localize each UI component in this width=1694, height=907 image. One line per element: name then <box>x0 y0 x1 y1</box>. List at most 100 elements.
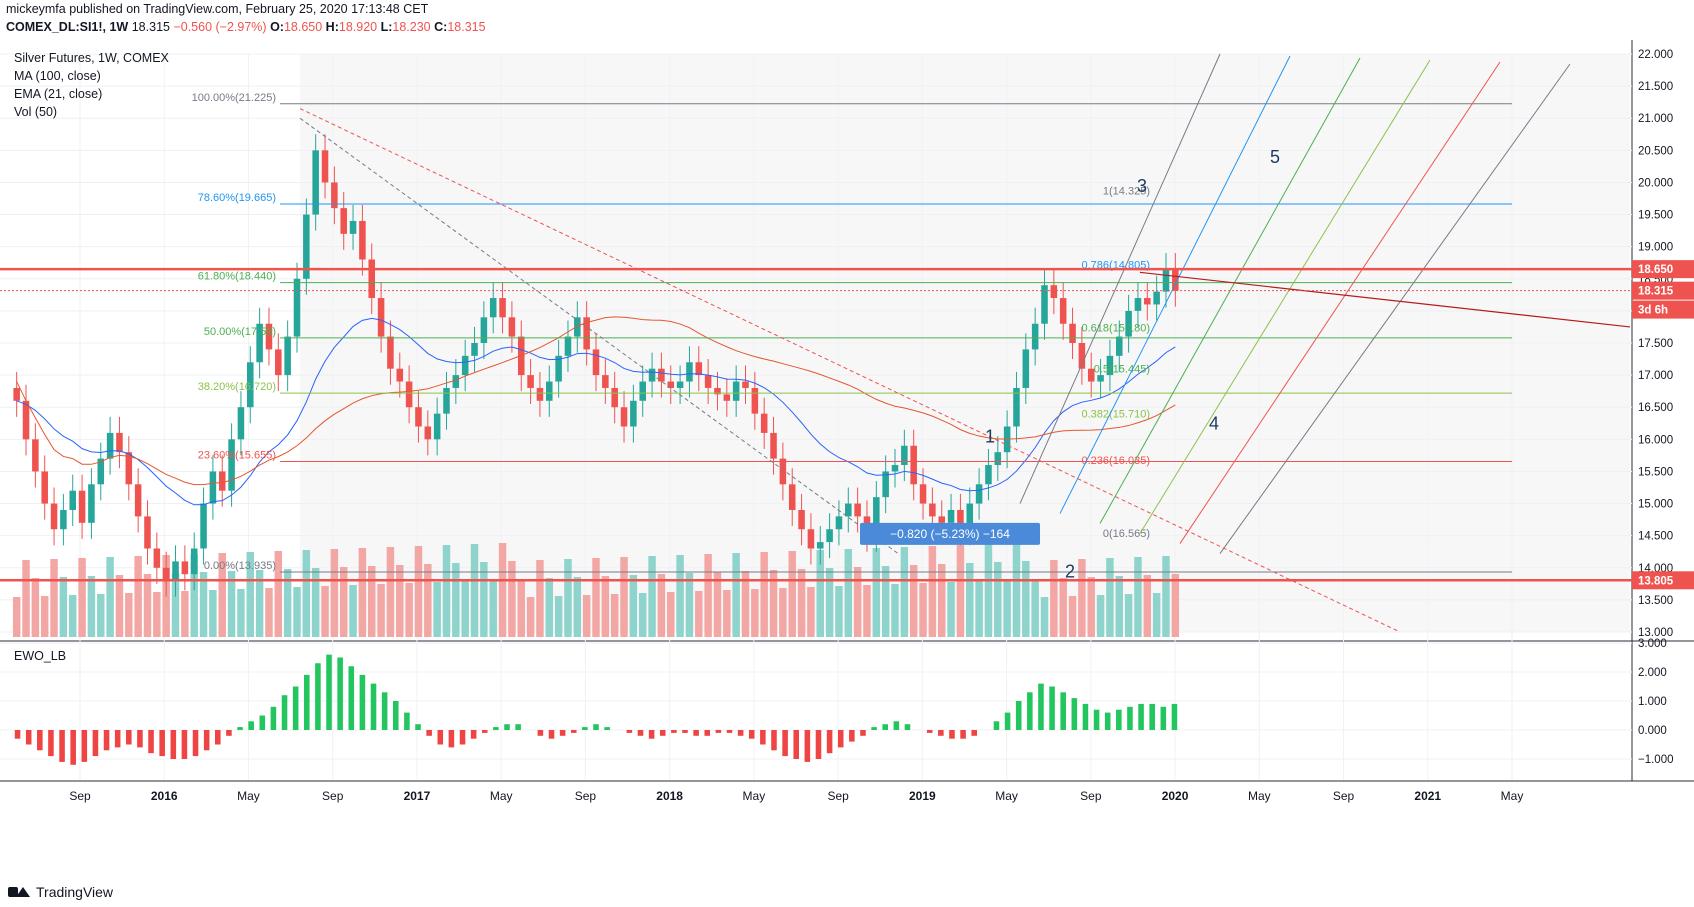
candle-body <box>751 387 759 414</box>
candle-body <box>368 259 376 299</box>
candle-body <box>994 452 1002 466</box>
volume-bar <box>498 543 507 637</box>
candle-body <box>312 150 319 215</box>
volume-bars <box>12 543 1180 637</box>
candle-body <box>116 432 123 453</box>
candle-body <box>583 317 590 350</box>
fib-level-label: 50.00%(17.58) <box>204 326 276 338</box>
volume-bar <box>657 574 666 637</box>
x-tick-label: Sep <box>69 789 91 803</box>
volume-bar <box>620 557 628 637</box>
volume-bar <box>1012 543 1021 637</box>
volume-bar <box>386 547 395 637</box>
volume-bar <box>22 560 30 637</box>
brand-label: TradingView <box>36 884 114 900</box>
fib-level-label: 78.60%(19.665) <box>198 192 276 204</box>
volume-bar <box>1171 574 1180 637</box>
candle-body <box>293 278 301 337</box>
fib-level-label: 23.60%(15.655) <box>198 449 276 461</box>
volume-bar <box>302 550 311 637</box>
footer: TradingView <box>8 884 113 900</box>
candle-body <box>1059 298 1067 324</box>
candle-body <box>1031 323 1039 350</box>
price-change: −0.560 (−2.97%) <box>173 20 267 34</box>
x-tick-label: Sep <box>575 789 597 803</box>
legend-item: MA (100, close) <box>14 69 101 83</box>
candle-body <box>22 400 30 440</box>
volume-bar <box>1106 558 1114 637</box>
volume-bar <box>545 578 554 637</box>
candle-body <box>1125 310 1132 337</box>
volume-bar <box>807 587 815 637</box>
volume-bar <box>667 592 675 637</box>
volume-bar <box>1040 597 1049 637</box>
ohlc-low: 18.230 <box>392 20 431 34</box>
volume-bar <box>181 591 189 637</box>
volume-bar <box>1068 596 1077 637</box>
volume-bar <box>508 561 516 637</box>
x-tick-label: 2020 <box>1162 789 1189 803</box>
candle-body <box>508 317 516 337</box>
volume-bar <box>760 552 768 637</box>
x-tick-label: 2017 <box>404 789 431 803</box>
y-tick-label: 19.000 <box>1638 242 1673 254</box>
price-tag <box>1632 571 1694 590</box>
volume-bar <box>1124 594 1133 637</box>
volume-bar <box>321 586 329 637</box>
price-tag <box>1632 260 1694 279</box>
volume-bar <box>349 585 357 637</box>
candle-body <box>1022 349 1030 388</box>
candle-body <box>1106 355 1114 376</box>
x-tick-label: 2021 <box>1414 789 1441 803</box>
candle-body <box>471 343 478 356</box>
candle-body <box>732 381 740 401</box>
volume-bar <box>209 590 217 637</box>
candle-body <box>1115 336 1123 356</box>
volume-bar <box>872 548 881 637</box>
candle-body <box>1078 343 1086 369</box>
candle-body <box>1050 285 1058 299</box>
volume-bar <box>582 595 591 637</box>
candle-body <box>901 445 908 466</box>
candle-body <box>891 465 899 472</box>
candle-body <box>807 529 815 549</box>
ewo-tick-label: 2.000 <box>1638 667 1667 679</box>
volume-bar <box>863 585 871 637</box>
candle-body <box>667 381 675 388</box>
y-tick-label: 17.500 <box>1638 338 1673 350</box>
price-chart[interactable]: 13.00013.50014.00014.50015.00015.50016.0… <box>0 40 1694 880</box>
x-tick-label: Sep <box>827 789 849 803</box>
volume-bar <box>1134 557 1142 637</box>
volume-bar <box>1087 577 1095 637</box>
candle-body <box>190 548 198 575</box>
candle-body <box>256 323 263 363</box>
volume-bar <box>517 579 525 637</box>
candle-body <box>396 368 404 382</box>
symbol-name[interactable]: COMEX_DL:SI1!, 1W <box>6 20 129 34</box>
y-tick-label: 21.500 <box>1638 81 1673 93</box>
candle-body <box>1069 323 1076 343</box>
candle-body <box>788 484 796 510</box>
volume-bar <box>293 587 301 637</box>
volume-bar <box>274 551 283 637</box>
volume-bar <box>947 582 955 637</box>
resistance-line <box>1139 271 1631 328</box>
volume-bar <box>461 581 469 637</box>
measure-box <box>860 522 1040 545</box>
volume-bar <box>12 597 21 637</box>
candle-body <box>723 394 731 401</box>
volume-bar <box>610 594 619 637</box>
fork-line <box>1139 59 1431 534</box>
legend-item: EMA (21, close) <box>14 87 102 101</box>
x-tick-label: Sep <box>1080 789 1102 803</box>
volume-bar <box>891 584 899 637</box>
indicator-label: EWO_LB <box>14 649 66 663</box>
ma-line <box>16 316 1176 486</box>
volume-bar <box>685 573 694 637</box>
y-tick-label: 13.000 <box>1638 627 1673 639</box>
volume-bar <box>1003 580 1011 637</box>
x-tick-label: May <box>995 789 1018 803</box>
legend-item: Vol (50) <box>14 105 57 119</box>
volume-bar <box>143 574 152 637</box>
candle-body <box>957 509 964 530</box>
